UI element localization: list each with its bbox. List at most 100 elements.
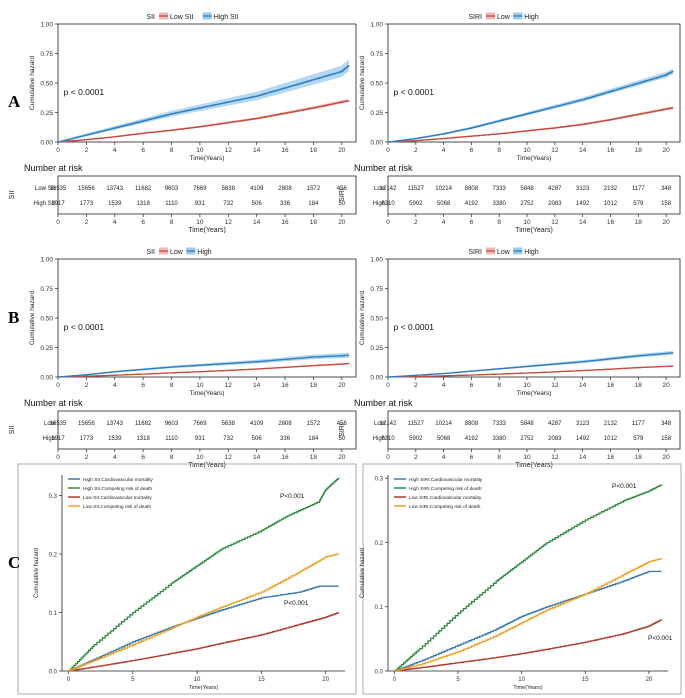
risk-value: 1012 [604, 201, 618, 207]
x-tick-label: 8 [497, 147, 501, 154]
y-tick-label: 0.25 [370, 345, 383, 352]
x-tick-label: 6 [470, 382, 474, 389]
risk-value: 506 [252, 201, 263, 207]
risk-value: 4287 [548, 421, 562, 427]
y-tick-label: 0.00 [370, 375, 383, 382]
chart-A1: 0.00 0.25 0.50 0.75 1.00 0 2 4 6 8 10 12 14 16 18 20 Tim… [29, 12, 357, 162]
y-tick-label: 0.00 [40, 140, 53, 147]
risk-value: 456 [337, 421, 348, 427]
x-tick-label: 16 [281, 147, 289, 154]
risk-x-tick-label: 6 [141, 454, 145, 461]
risk-value: 10214 [435, 186, 452, 192]
series-line-3 [394, 619, 663, 672]
legend-label: Low SII,Cardiovascular mortality [83, 495, 152, 501]
risk-x-tick-label: 6 [470, 454, 474, 461]
risk-x-tick-label: 16 [607, 219, 615, 226]
risk-value: 931 [195, 436, 206, 442]
risk-value: 1917 [51, 201, 65, 207]
risk-value: 9603 [165, 186, 179, 192]
y-tick-label: 0.25 [40, 110, 53, 117]
legend-title: SII [146, 14, 155, 21]
x-tick-label: 2 [85, 147, 89, 154]
x-tick-label: 20 [338, 382, 346, 389]
x-tick-label: 2 [414, 382, 418, 389]
chart-C1: 0.0 0.1 0.2 0.3 0 5 10 15 20 Time(Years) Cumulativ… [17, 463, 357, 695]
risk-x-tick-label: 6 [470, 219, 474, 226]
risk-x-tick-label: 4 [442, 454, 446, 461]
risk-x-tick-label: 2 [85, 219, 89, 226]
series-line-high [58, 65, 350, 143]
risk-x-tick-label: 0 [386, 454, 390, 461]
risk-y-axis-label: SII [9, 426, 16, 435]
risk-value: 1773 [80, 201, 94, 207]
risk-value: 11682 [135, 186, 152, 192]
chart-A2: 0.00 0.25 0.50 0.75 1.00 0 2 4 6 8 10 12 14 16 18 20 Tim… [359, 12, 681, 162]
p-annotation: P<0.001 [648, 635, 673, 642]
legend-label: High [524, 14, 539, 21]
risk-x-tick-label: 4 [113, 454, 117, 461]
y-tick-label: 0.00 [40, 375, 53, 382]
risk-x-tick-label: 20 [662, 454, 670, 461]
y-tick-label: 0.25 [370, 110, 383, 117]
x-tick-label: 15 [258, 677, 265, 683]
risk-value: 5638 [222, 186, 236, 192]
risk-value: 579 [633, 201, 644, 207]
risk-row-label: Low [374, 186, 386, 192]
x-tick-label: 20 [646, 677, 653, 683]
x-tick-label: 12 [551, 382, 559, 389]
y-tick-label: 0.50 [370, 81, 383, 88]
plot-frame [387, 258, 681, 378]
risk-value: 12142 [380, 421, 397, 427]
x-tick-label: 10 [194, 677, 201, 683]
panel-border [362, 463, 682, 695]
risk-value: 158 [661, 436, 672, 442]
risk-value: 1773 [80, 436, 94, 442]
risk-x-tick-label: 8 [497, 219, 501, 226]
risk-value: 1177 [632, 186, 646, 192]
risk-value: 336 [280, 436, 291, 442]
y-tick-label: 1.00 [370, 257, 383, 264]
series-line-4 [394, 558, 663, 672]
risk-table-title: Number at risk [24, 398, 83, 408]
x-tick-label: 14 [253, 382, 261, 389]
risk-value: 15656 [78, 421, 95, 427]
risk-value: 4192 [465, 201, 479, 207]
risk-x-axis-label: Time(Years) [188, 462, 226, 469]
x-axis-label: Time(Years) [517, 155, 552, 162]
risk-value: 931 [195, 201, 206, 207]
risk-value: 506 [252, 436, 263, 442]
y-tick-label: 0.50 [370, 316, 383, 323]
x-tick-label: 8 [170, 147, 174, 154]
y-tick-label: 0.75 [370, 286, 383, 293]
legend-label: High [197, 249, 212, 256]
x-tick-label: 2 [414, 147, 418, 154]
risk-x-tick-label: 16 [281, 454, 289, 461]
risk-value: 184 [308, 436, 319, 442]
risk-row-label: Low [374, 421, 386, 427]
risk-y-axis-label: SIRI [339, 423, 346, 437]
x-tick-label: 0 [393, 677, 397, 683]
risk-x-tick-label: 12 [225, 219, 233, 226]
x-tick-label: 10 [523, 147, 531, 154]
risk-value: 579 [633, 436, 644, 442]
risk-value: 50 [338, 201, 345, 207]
risk-x-tick-label: 10 [196, 454, 204, 461]
ci-band-high [58, 59, 349, 142]
risk-frame [57, 175, 357, 215]
risk-row-label: Low SII [35, 186, 55, 192]
risk-value: 11527 [408, 186, 425, 192]
risk-value: 3123 [576, 186, 590, 192]
series-line-3 [68, 612, 340, 672]
x-tick-label: 4 [442, 147, 446, 154]
risk-value: 1110 [165, 201, 178, 207]
risk-x-tick-label: 20 [338, 219, 346, 226]
y-tick-label: 0.1 [49, 611, 58, 617]
y-tick-label: 0.1 [375, 605, 384, 611]
legend-label: Low SII,Competing risk of death [83, 504, 151, 510]
risk-x-tick-label: 20 [338, 454, 346, 461]
y-axis-label: Cumulative hazard [34, 548, 40, 598]
legend-label: High SII,Cardiovascular mortality [83, 477, 153, 483]
risk-x-axis-label: Time(Years) [515, 462, 553, 469]
